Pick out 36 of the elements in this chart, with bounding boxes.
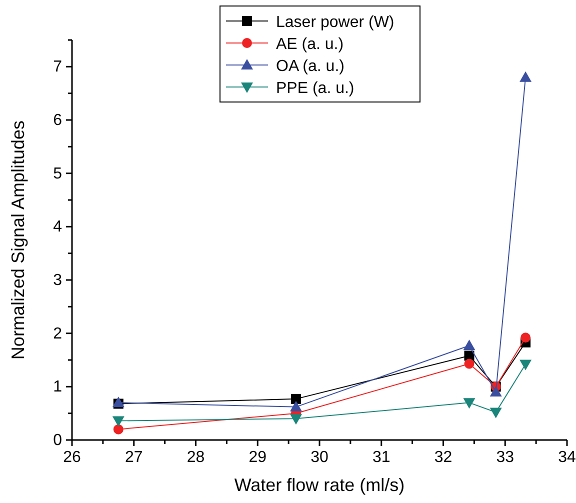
y-tick-label: 1 [53, 378, 62, 396]
legend-label: Laser power (W) [276, 14, 394, 31]
x-axis-title: Water flow rate (ml/s) [234, 475, 405, 495]
x-tick-label: 27 [124, 449, 143, 466]
y-tick-label: 6 [53, 112, 62, 129]
point [112, 416, 124, 427]
legend-label: AE (a. u.) [276, 36, 344, 53]
y-tick-label: 2 [53, 325, 62, 342]
point [464, 358, 474, 369]
y-tick-label: 7 [53, 58, 62, 76]
y-tick-label: 0 [53, 432, 62, 449]
point [490, 408, 502, 418]
y-tick-label: 5 [53, 165, 62, 182]
x-tick-label: 30 [310, 449, 328, 466]
point [113, 424, 124, 434]
y-axis-title: Normalized Signal Amplitudes [8, 120, 28, 360]
point [290, 414, 302, 425]
point [490, 386, 502, 396]
point [520, 360, 532, 370]
point [290, 400, 302, 412]
x-tick-label: 28 [186, 449, 205, 466]
x-tick-label: 26 [63, 449, 81, 466]
x-tick-label: 34 [558, 449, 576, 466]
point [463, 340, 476, 350]
point [290, 394, 301, 404]
point [520, 71, 532, 82]
y-tick-label: 4 [53, 218, 62, 236]
y-tick-label: 3 [53, 272, 62, 289]
legend-label: OA (a. u.) [276, 58, 344, 75]
legend-label: PPE (a. u.) [276, 80, 354, 97]
x-tick-label: 32 [434, 449, 452, 466]
point [520, 332, 531, 343]
x-tick-label: 33 [496, 449, 514, 466]
x-tick-label: 31 [372, 449, 390, 466]
point [463, 398, 476, 409]
x-tick-label: 29 [248, 449, 267, 466]
